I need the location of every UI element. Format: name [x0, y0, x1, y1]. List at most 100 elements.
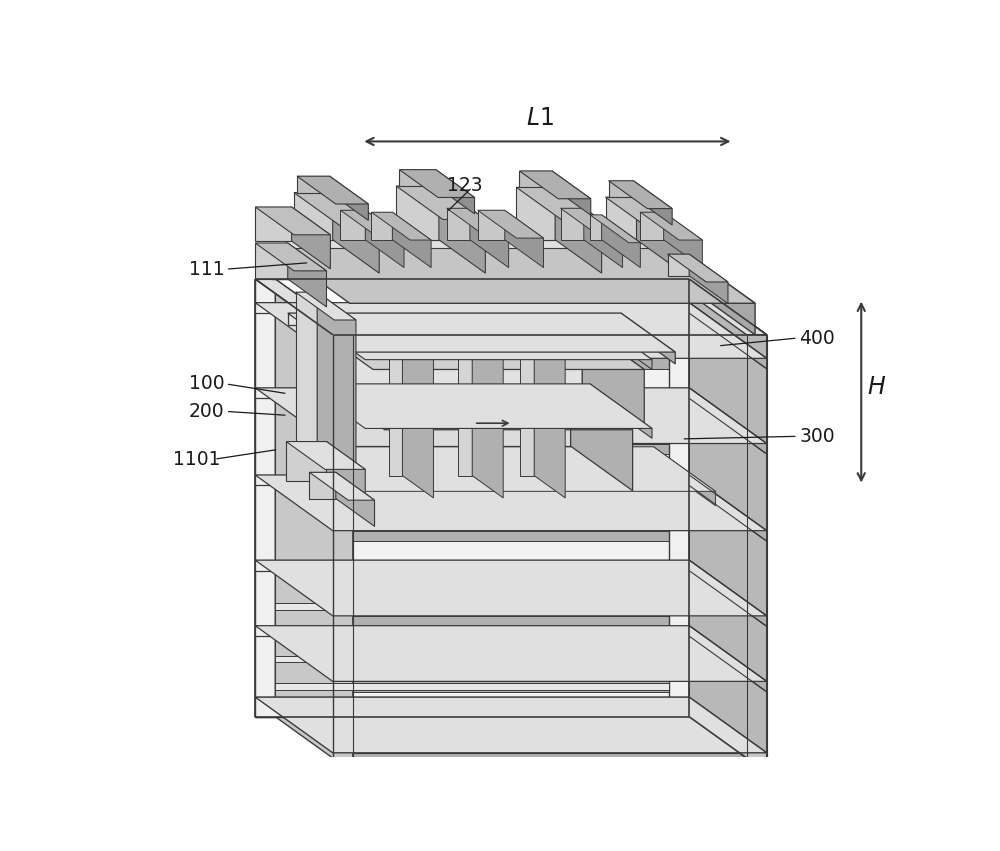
- Polygon shape: [669, 656, 723, 701]
- Polygon shape: [292, 207, 330, 269]
- Polygon shape: [255, 625, 689, 637]
- Text: 1101: 1101: [173, 449, 221, 469]
- Polygon shape: [561, 208, 584, 240]
- Polygon shape: [340, 210, 365, 240]
- Polygon shape: [516, 187, 555, 240]
- Polygon shape: [669, 603, 723, 649]
- Polygon shape: [637, 197, 683, 273]
- Polygon shape: [255, 475, 689, 485]
- Polygon shape: [275, 683, 669, 690]
- Polygon shape: [602, 214, 640, 267]
- Polygon shape: [303, 315, 652, 360]
- Polygon shape: [303, 384, 590, 394]
- Polygon shape: [291, 447, 654, 461]
- Polygon shape: [296, 292, 317, 442]
- Polygon shape: [291, 447, 716, 491]
- Polygon shape: [590, 315, 652, 369]
- Polygon shape: [272, 248, 678, 279]
- Polygon shape: [255, 560, 689, 571]
- Polygon shape: [584, 208, 623, 267]
- Polygon shape: [654, 447, 716, 505]
- Polygon shape: [255, 475, 767, 531]
- Polygon shape: [333, 682, 767, 692]
- Polygon shape: [402, 318, 433, 498]
- Polygon shape: [689, 388, 767, 454]
- Polygon shape: [330, 176, 368, 220]
- Polygon shape: [664, 212, 702, 267]
- Polygon shape: [633, 180, 672, 225]
- Polygon shape: [255, 303, 767, 358]
- Polygon shape: [255, 388, 767, 443]
- Polygon shape: [317, 292, 356, 470]
- Polygon shape: [309, 472, 336, 499]
- Polygon shape: [668, 254, 689, 276]
- Text: 100: 100: [189, 374, 224, 393]
- Polygon shape: [326, 442, 365, 509]
- Polygon shape: [275, 279, 353, 773]
- Polygon shape: [478, 210, 505, 240]
- Polygon shape: [286, 442, 326, 481]
- Polygon shape: [520, 318, 565, 340]
- Polygon shape: [255, 207, 330, 235]
- Polygon shape: [294, 192, 333, 240]
- Polygon shape: [606, 197, 683, 231]
- Polygon shape: [399, 169, 436, 186]
- Polygon shape: [621, 313, 675, 364]
- Polygon shape: [689, 560, 767, 626]
- Polygon shape: [678, 248, 755, 334]
- Polygon shape: [669, 279, 689, 717]
- Polygon shape: [288, 243, 326, 307]
- Polygon shape: [590, 214, 640, 243]
- Polygon shape: [561, 208, 623, 236]
- Polygon shape: [255, 303, 689, 313]
- Polygon shape: [333, 443, 767, 454]
- Polygon shape: [388, 318, 402, 476]
- Polygon shape: [309, 472, 375, 500]
- Polygon shape: [288, 313, 675, 352]
- Polygon shape: [255, 388, 689, 398]
- Polygon shape: [333, 753, 767, 773]
- Polygon shape: [447, 208, 470, 240]
- Polygon shape: [333, 358, 767, 368]
- Polygon shape: [571, 386, 633, 491]
- Polygon shape: [275, 603, 669, 610]
- Polygon shape: [255, 279, 353, 334]
- Polygon shape: [297, 176, 330, 192]
- Polygon shape: [609, 180, 672, 208]
- Polygon shape: [606, 197, 637, 240]
- Polygon shape: [590, 384, 652, 438]
- Polygon shape: [689, 303, 767, 368]
- Text: 200: 200: [189, 402, 224, 421]
- Text: $L1$: $L1$: [526, 106, 554, 129]
- Polygon shape: [458, 318, 503, 340]
- Text: 300: 300: [799, 427, 835, 446]
- Polygon shape: [286, 240, 658, 248]
- Polygon shape: [255, 279, 275, 717]
- Polygon shape: [333, 334, 767, 773]
- Text: 123: 123: [447, 176, 482, 196]
- Polygon shape: [371, 212, 392, 240]
- Polygon shape: [340, 210, 404, 238]
- Text: 400: 400: [799, 328, 835, 347]
- Polygon shape: [333, 192, 379, 273]
- Polygon shape: [275, 656, 669, 662]
- Polygon shape: [311, 325, 644, 369]
- Polygon shape: [296, 292, 356, 320]
- Polygon shape: [396, 186, 439, 240]
- Polygon shape: [472, 318, 503, 498]
- Polygon shape: [333, 531, 767, 541]
- Polygon shape: [311, 325, 582, 384]
- Polygon shape: [399, 169, 475, 197]
- Polygon shape: [519, 171, 552, 187]
- Polygon shape: [323, 386, 571, 446]
- Polygon shape: [288, 313, 621, 325]
- Polygon shape: [392, 212, 431, 267]
- Polygon shape: [689, 279, 767, 773]
- Polygon shape: [534, 318, 565, 498]
- Polygon shape: [255, 243, 326, 271]
- Polygon shape: [669, 279, 767, 334]
- Polygon shape: [272, 248, 755, 303]
- Polygon shape: [436, 169, 475, 214]
- Polygon shape: [555, 187, 602, 273]
- Polygon shape: [447, 208, 509, 236]
